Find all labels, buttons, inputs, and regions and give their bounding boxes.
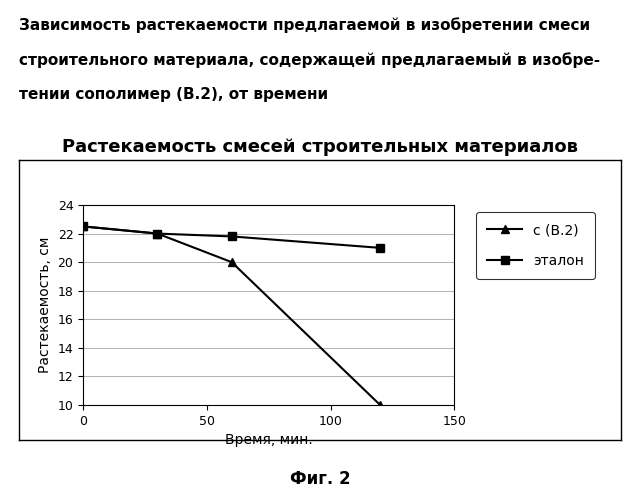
Text: тении сополимер (В.2), от времени: тении сополимер (В.2), от времени: [19, 88, 328, 102]
Y-axis label: Растекаемость, см: Растекаемость, см: [38, 237, 52, 373]
с (В.2): [154, 230, 161, 236]
X-axis label: Время, мин.: Время, мин.: [225, 434, 313, 448]
эталон: [154, 230, 161, 236]
Text: Фиг. 2: Фиг. 2: [290, 470, 350, 488]
эталон: [376, 245, 384, 251]
с (В.2): [228, 259, 236, 265]
с (В.2): [79, 224, 87, 230]
Text: строительного материала, содержащей предлагаемый в изобре-: строительного материала, содержащей пред…: [19, 52, 600, 68]
Title: Растекаемость смесей строительных материалов: Растекаемость смесей строительных матери…: [62, 138, 578, 156]
Text: Зависимость растекаемости предлагаемой в изобретении смеси: Зависимость растекаемости предлагаемой в…: [19, 18, 590, 33]
Legend: с (В.2), эталон: с (В.2), эталон: [476, 212, 595, 279]
эталон: [228, 234, 236, 239]
Line: с (В.2): с (В.2): [79, 222, 385, 409]
эталон: [79, 224, 87, 230]
Line: эталон: эталон: [79, 222, 385, 252]
с (В.2): [376, 402, 384, 408]
